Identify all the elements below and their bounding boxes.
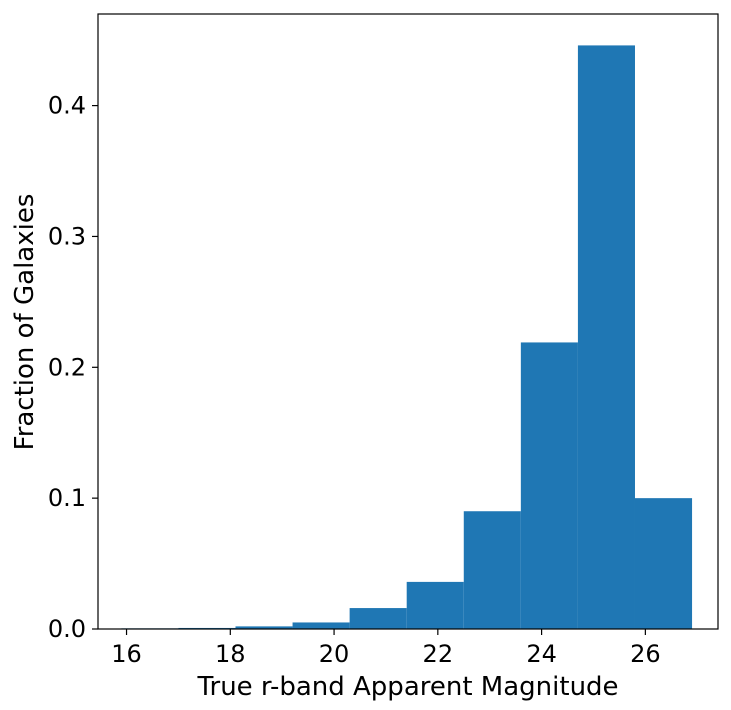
y-tick-label: 0.1 (48, 484, 86, 512)
y-tick-label: 0.3 (48, 222, 86, 250)
histogram-bar (406, 581, 464, 629)
plot-frame (97, 13, 719, 630)
x-axis-label: True r-band Apparent Magnitude (196, 672, 618, 702)
x-tick-label: 22 (423, 640, 454, 668)
histogram-bar (520, 342, 578, 629)
x-tick-label: 26 (630, 640, 661, 668)
x-tick-label: 20 (319, 640, 350, 668)
histogram-bar (577, 45, 635, 630)
bars-group (121, 45, 693, 630)
y-tick-label: 0.4 (48, 92, 86, 120)
x-tick-label: 24 (526, 640, 557, 668)
histogram-bar (634, 498, 693, 629)
y-axis-ticks: 0.0 0.1 0.2 0.3 0.4 (48, 92, 98, 643)
y-axis-label: Fraction of Galaxies (10, 194, 40, 451)
x-axis-ticks: 16 18 20 22 24 26 (111, 629, 661, 668)
histogram-bar (235, 626, 293, 629)
y-tick-label: 0.0 (48, 615, 86, 643)
histogram-bar (349, 608, 407, 629)
histogram-bar (292, 622, 350, 629)
x-tick-label: 18 (215, 640, 246, 668)
histogram-bar (463, 511, 521, 629)
y-tick-label: 0.2 (48, 353, 86, 381)
x-tick-label: 16 (111, 640, 142, 668)
